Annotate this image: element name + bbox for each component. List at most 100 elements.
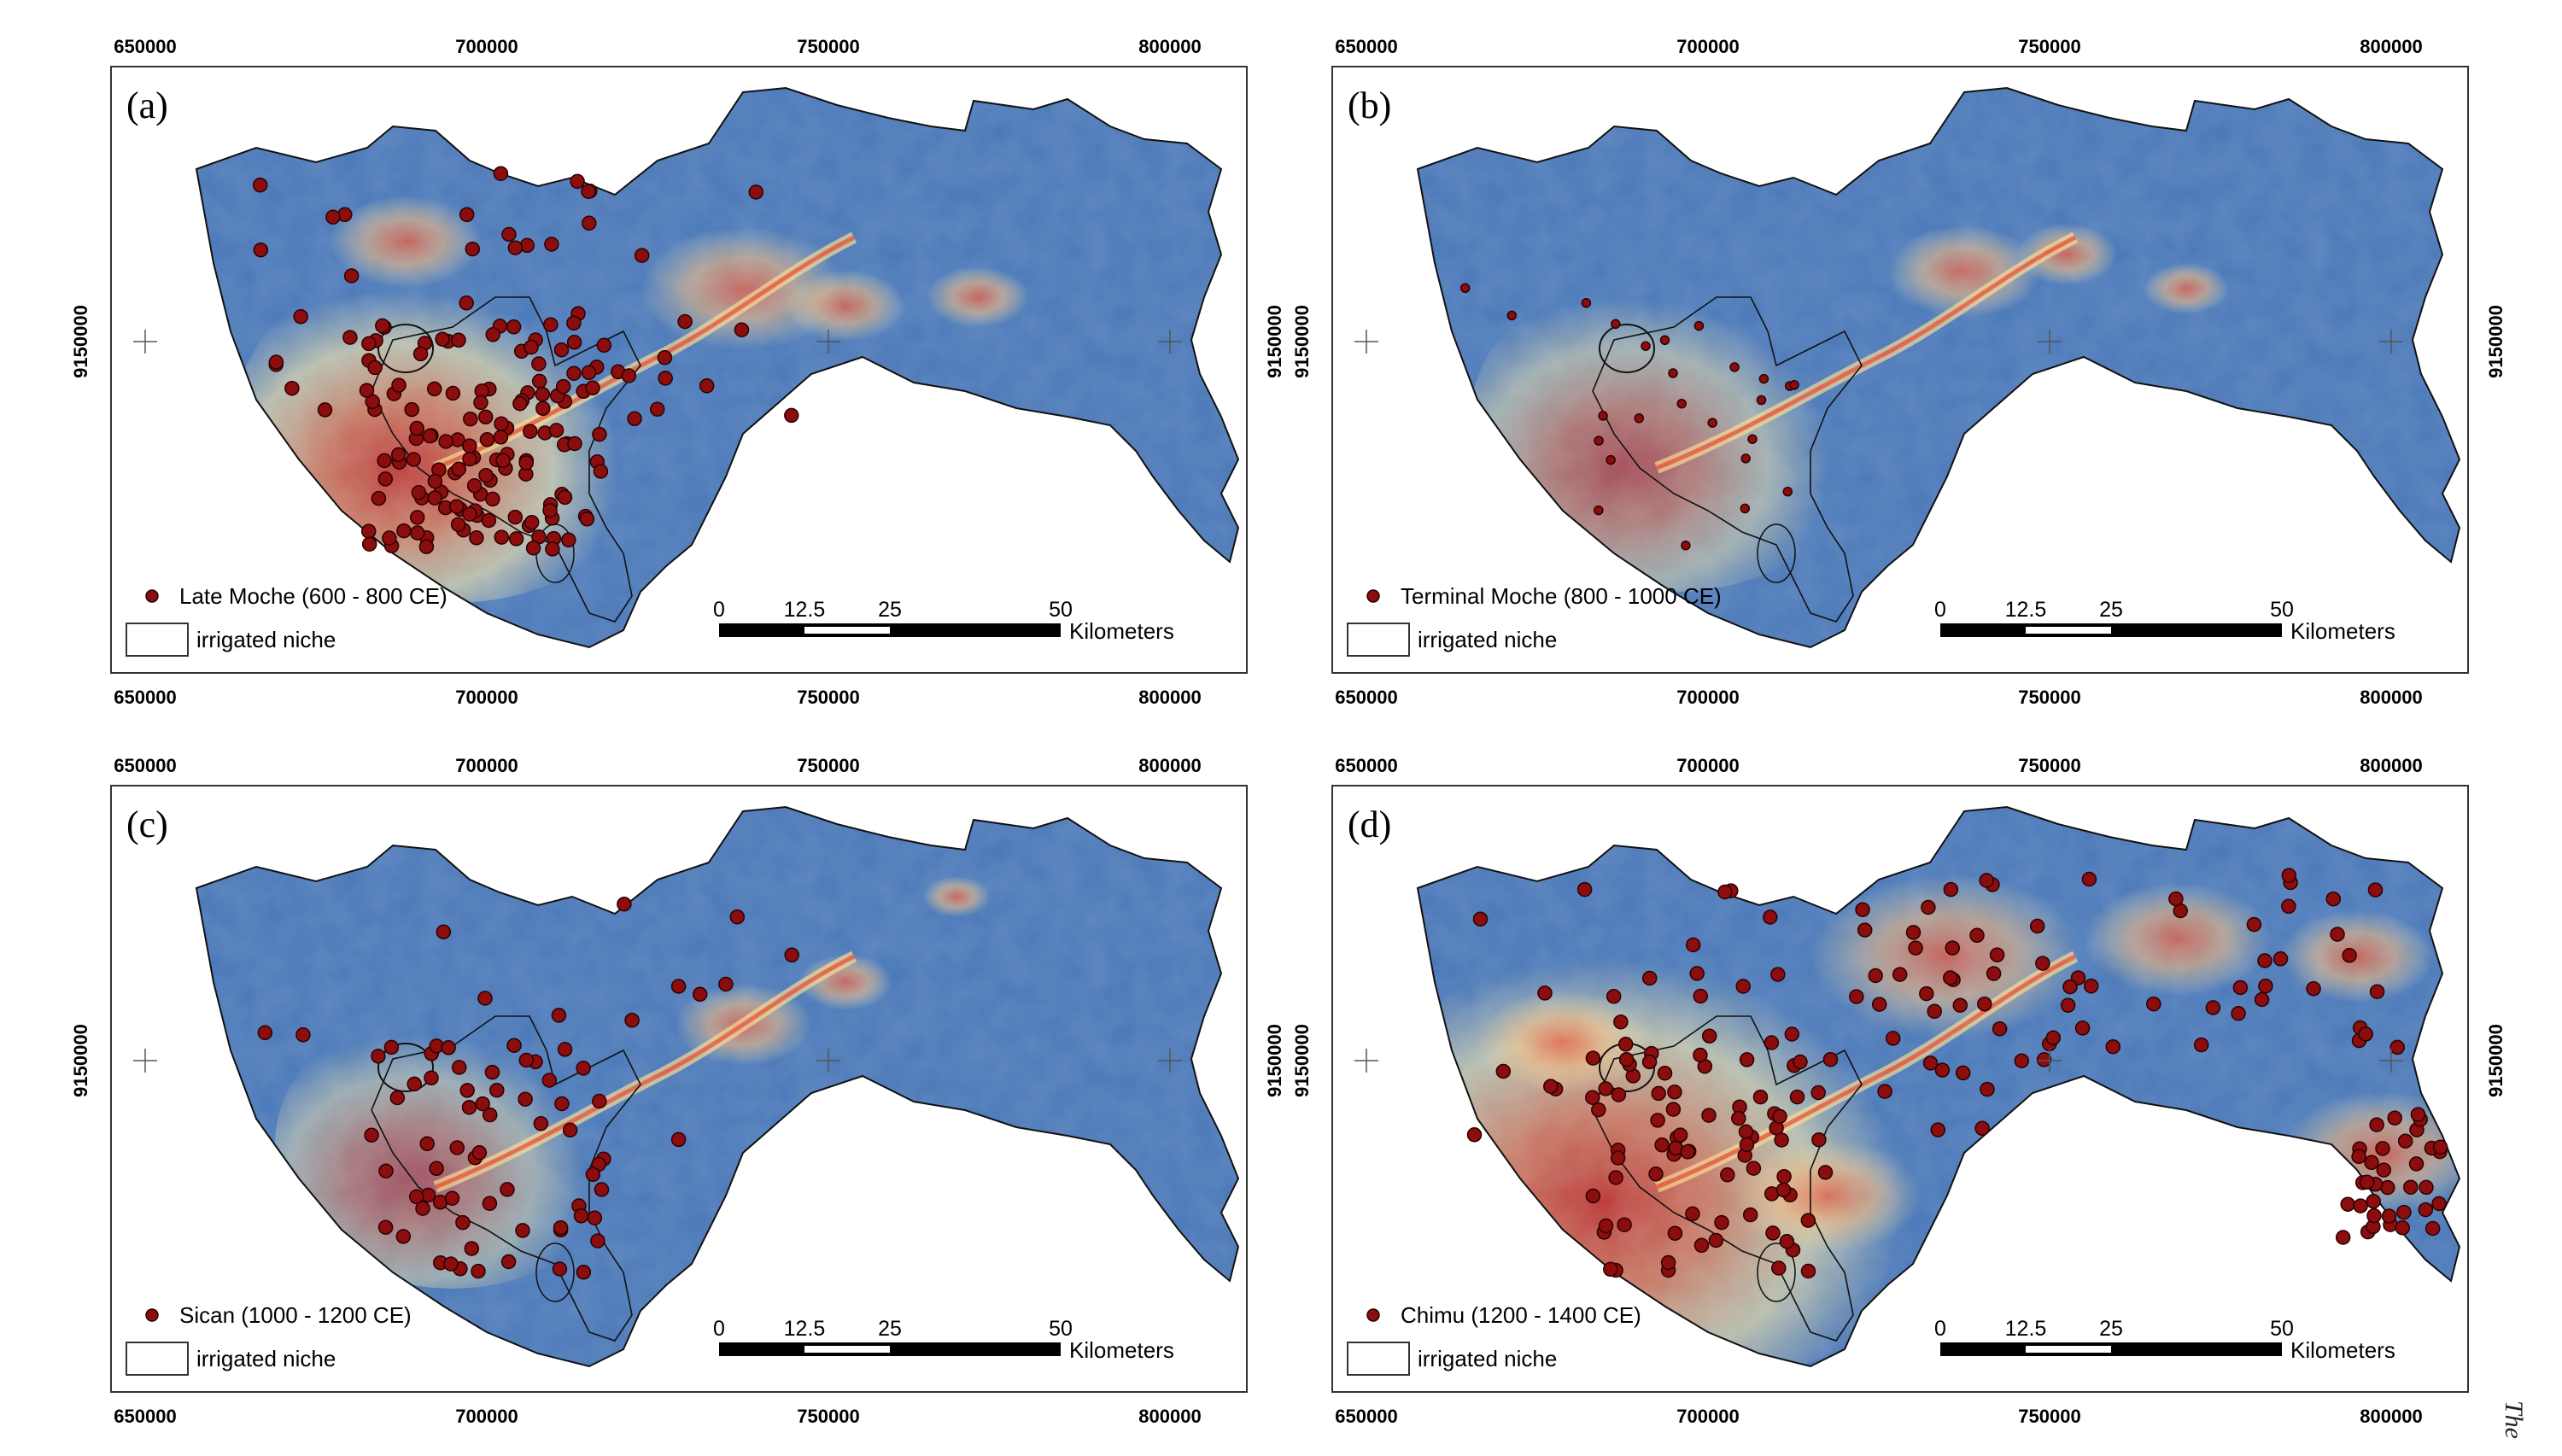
valley-boundary <box>1416 805 2461 1368</box>
archaeological-site <box>566 365 582 381</box>
archaeological-site <box>581 184 596 199</box>
archaeological-site <box>325 209 341 225</box>
archaeological-site <box>1651 1085 1666 1102</box>
archaeological-site <box>459 207 475 223</box>
archaeological-site <box>2419 1179 2434 1196</box>
archaeological-site <box>1742 1207 1758 1223</box>
x-tick-bottom: 800000 <box>2360 687 2422 708</box>
archaeological-site <box>367 360 383 376</box>
archaeological-site <box>1740 503 1751 514</box>
archaeological-site <box>1930 1122 1946 1137</box>
archaeological-site <box>518 1052 535 1068</box>
archaeological-site <box>426 381 442 397</box>
archaeological-site <box>507 240 524 255</box>
archaeological-site <box>592 1093 607 1109</box>
archaeological-site <box>469 530 484 546</box>
archaeological-site <box>427 490 442 506</box>
scale-label: 50 <box>2270 598 2294 622</box>
archaeological-site <box>419 1136 435 1152</box>
archaeological-site <box>566 335 582 350</box>
archaeological-site <box>2408 1156 2425 1172</box>
archaeological-site <box>495 453 511 468</box>
archaeological-site <box>1608 1170 1623 1185</box>
archaeological-site <box>489 1082 505 1098</box>
panel-letter: (b) <box>1348 85 1391 126</box>
archaeological-site <box>438 434 453 449</box>
archaeological-site <box>1701 1028 1717 1044</box>
archaeological-site <box>1892 967 1908 982</box>
archaeological-site <box>435 331 450 347</box>
archaeological-site <box>1986 966 2002 981</box>
panel-letter: (d) <box>1348 804 1391 845</box>
archaeological-site <box>553 1219 569 1236</box>
archaeological-site <box>462 506 477 522</box>
archaeological-site <box>1689 966 1705 981</box>
side-caption-text: The <box>2500 1400 2528 1439</box>
archaeological-site <box>1585 1090 1600 1105</box>
y-tick-left: 9150000 <box>70 305 91 378</box>
x-tick-top: 700000 <box>1676 755 1739 776</box>
archaeological-site <box>1877 1084 1892 1099</box>
archaeological-site <box>1610 1150 1626 1166</box>
archaeological-site <box>448 499 465 514</box>
archaeological-site <box>552 1261 568 1277</box>
archaeological-site <box>2431 1196 2447 1212</box>
archaeological-site <box>553 342 570 358</box>
archaeological-site <box>1543 1079 1559 1094</box>
legend-niche-symbol <box>126 623 189 657</box>
archaeological-site <box>1849 989 1864 1004</box>
x-tick-top: 700000 <box>455 755 518 776</box>
archaeological-site <box>1641 1054 1658 1070</box>
map-panel-d: (d) Chimu (1200 - 1400 CE) irrigated niche… <box>1291 755 2506 1427</box>
archaeological-site <box>545 541 560 557</box>
irrigated-niche-outline <box>371 1015 641 1342</box>
archaeological-site <box>1634 413 1645 424</box>
y-tick-left: 9150000 <box>1291 305 1313 378</box>
archaeological-site <box>444 1190 460 1206</box>
x-tick-bottom: 700000 <box>1676 687 1739 708</box>
archaeological-site <box>1581 297 1592 308</box>
lagoon-outline <box>1757 523 1796 583</box>
archaeological-site <box>1921 899 1936 915</box>
archaeological-site <box>1868 968 1883 984</box>
archaeological-site <box>624 1012 640 1028</box>
x-tick-top: 650000 <box>1335 36 1397 57</box>
archaeological-site <box>2359 1174 2375 1190</box>
archaeological-site <box>1779 1234 1795 1249</box>
archaeological-site <box>535 401 551 417</box>
archaeological-site <box>2358 1026 2373 1042</box>
archaeological-site <box>1667 1225 1683 1241</box>
archaeological-site <box>2380 1179 2395 1196</box>
archaeological-site <box>1650 1113 1665 1128</box>
archaeological-site <box>554 1096 570 1112</box>
archaeological-site <box>2395 1220 2410 1236</box>
x-tick-bottom: 700000 <box>455 1406 518 1427</box>
irrigated-niche-outline <box>1592 296 1863 623</box>
archaeological-site <box>2351 1149 2366 1165</box>
archaeological-site <box>531 356 547 371</box>
archaeological-site <box>515 1223 530 1238</box>
archaeological-site <box>1992 1020 2008 1037</box>
archaeological-site <box>409 420 424 436</box>
archaeological-site <box>594 1182 610 1197</box>
archaeological-site <box>482 1196 498 1212</box>
scale-unit: Kilometers <box>1069 618 1174 644</box>
archaeological-site <box>555 378 571 395</box>
legend-site-label: Chimu (1200 - 1400 CE) <box>1401 1302 1641 1328</box>
archaeological-site <box>2376 1162 2392 1178</box>
archaeological-site <box>410 525 425 541</box>
archaeological-site <box>482 1107 498 1123</box>
archaeological-site <box>1685 937 1701 953</box>
archaeological-site <box>1756 395 1767 406</box>
archaeological-site <box>408 1189 424 1205</box>
archaeological-site <box>1977 996 1992 1012</box>
archaeological-site <box>593 464 609 479</box>
archaeological-site <box>1693 988 1709 1004</box>
archaeological-site <box>1969 927 1985 944</box>
legend-niche-label: irrigated niche <box>1418 627 1557 652</box>
map-panel-b: (b) Terminal Moche (800 - 1000 CE) irrigat… <box>1291 36 2506 708</box>
archaeological-site <box>466 478 483 494</box>
archaeological-site <box>2306 981 2321 997</box>
archaeological-site <box>1782 486 1793 497</box>
